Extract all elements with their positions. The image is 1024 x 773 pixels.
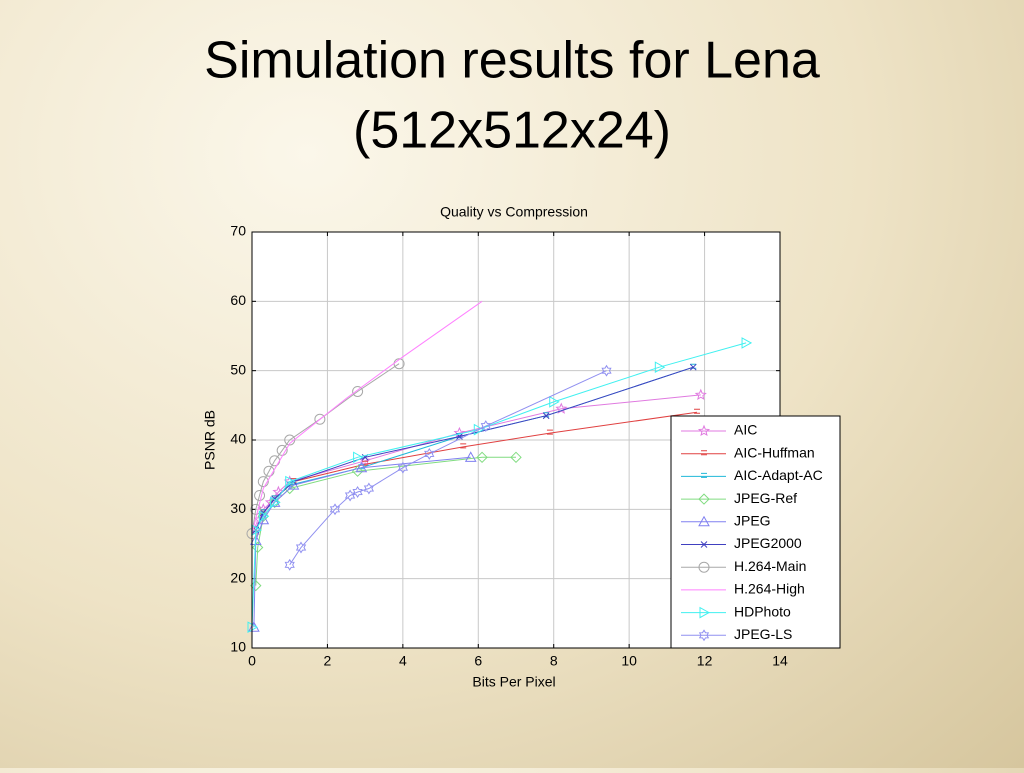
y-tick-label: 20: [230, 569, 246, 585]
data-point: [549, 396, 560, 408]
data-point: [689, 363, 697, 371]
chart-title: Quality vs Compression: [440, 204, 588, 220]
data-point: [510, 451, 522, 464]
legend-box: [670, 415, 841, 649]
x-tick-label: 0: [248, 653, 256, 669]
legend-marker: [698, 515, 710, 527]
data-point: [295, 541, 307, 554]
series-line: [251, 300, 483, 534]
data-point: [601, 364, 612, 377]
data-point: [397, 461, 409, 474]
data-point: [329, 503, 341, 516]
legend-label: AIC: [734, 422, 757, 438]
data-point: [393, 358, 405, 370]
legend-marker: [701, 450, 707, 456]
data-point: [268, 496, 281, 509]
data-point: [270, 496, 281, 509]
data-point: [424, 447, 435, 460]
data-point: [453, 426, 466, 439]
legend-marker: [697, 424, 711, 437]
x-axis-label: Bits Per Pixel: [472, 674, 555, 690]
data-point: [355, 461, 368, 473]
data-point: [352, 486, 363, 498]
data-point: [250, 503, 262, 515]
data-point: [464, 451, 477, 462]
y-tick-label: 10: [230, 639, 246, 655]
data-point: [251, 541, 264, 554]
series-line: [289, 370, 607, 566]
y-tick-label: 30: [230, 500, 246, 516]
data-point: [741, 337, 753, 349]
data-point: [363, 482, 375, 495]
legend-marker: [698, 493, 710, 505]
data-point: [476, 451, 488, 464]
legend-label: HDPhoto: [734, 603, 791, 619]
data-point: [473, 423, 485, 436]
data-point: [480, 420, 492, 433]
data-point: [694, 408, 701, 414]
legend-label: AIC-Adapt-AC: [734, 467, 823, 483]
data-point: [258, 510, 270, 523]
data-point: [353, 451, 364, 464]
legend-label: JPEG-LS: [734, 626, 792, 642]
legend-marker: [698, 561, 710, 573]
y-axis-label: PSNR dB: [202, 410, 218, 470]
y-tick-label: 60: [230, 292, 246, 308]
data-point: [694, 388, 707, 401]
data-point: [359, 454, 372, 466]
data-point: [543, 412, 550, 418]
x-tick-label: 6: [474, 653, 482, 669]
legend-label: JPEG2000: [734, 535, 802, 551]
data-point: [272, 485, 285, 498]
data-point: [254, 490, 266, 501]
legend-label: AIC-Huffman: [734, 444, 815, 460]
x-tick-label: 12: [697, 653, 713, 669]
y-tick-label: 50: [230, 361, 246, 377]
x-tick-label: 4: [399, 653, 407, 669]
slide-title: Simulation results for Lena: [204, 32, 820, 90]
data-point: [654, 361, 666, 374]
data-point: [546, 429, 553, 435]
legend-marker: [698, 629, 710, 642]
x-tick-label: 14: [772, 653, 788, 669]
x-tick-label: 2: [324, 653, 332, 669]
data-point: [257, 476, 269, 488]
data-point: [276, 444, 288, 456]
data-point: [542, 412, 550, 420]
y-tick-label: 70: [230, 223, 246, 239]
legend-label: H.264-Main: [734, 558, 806, 574]
legend-marker: [701, 472, 707, 478]
data-point: [284, 558, 295, 571]
legend-label: JPEG: [734, 513, 771, 529]
x-tick-label: 10: [621, 653, 637, 669]
data-point: [285, 475, 296, 488]
legend-label: H.264-High: [734, 581, 805, 597]
slide-title: (512x512x24): [353, 102, 671, 160]
data-point: [460, 443, 467, 449]
data-point: [246, 528, 258, 540]
y-tick-label: 40: [230, 431, 246, 447]
legend-marker: [699, 606, 711, 619]
x-tick-label: 8: [550, 653, 558, 669]
legend-marker: [700, 541, 708, 548]
data-point: [352, 386, 364, 397]
series-line: [251, 342, 747, 628]
legend-label: JPEG-Ref: [734, 490, 797, 506]
data-point: [249, 534, 262, 546]
data-point: [314, 413, 326, 425]
